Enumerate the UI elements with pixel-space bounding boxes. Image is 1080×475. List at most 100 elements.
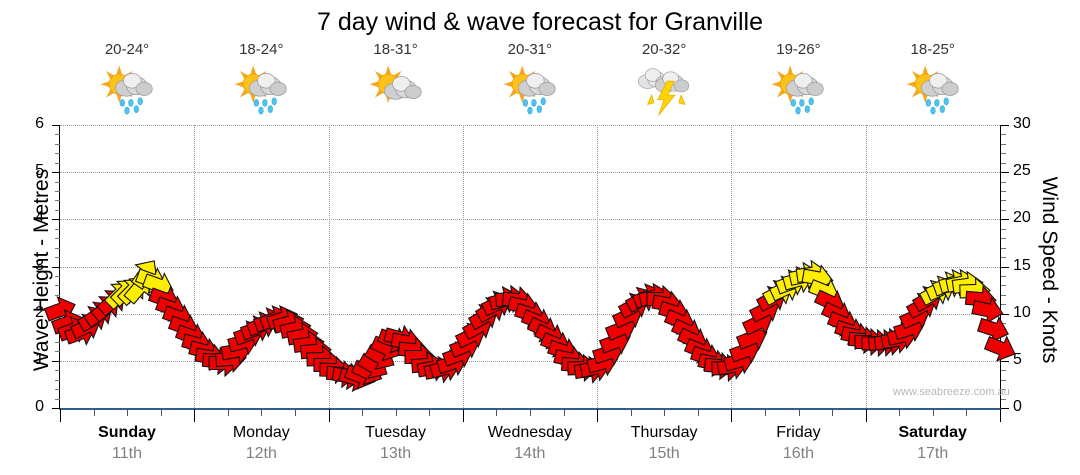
temperature-range: 18-31°: [373, 41, 418, 58]
right-tick-label: 20: [1013, 209, 1031, 227]
x-tick-day: [597, 409, 598, 422]
day-footer-monday: Monday 12th: [194, 423, 328, 465]
day-date: 13th: [379, 445, 412, 462]
gridline-day-divider: [462, 125, 464, 408]
right-tick-minor: [1001, 162, 1006, 164]
gridline-horizontal: [60, 125, 1000, 126]
right-tick-minor: [1001, 285, 1006, 287]
day-date: 11th: [112, 445, 142, 462]
sun-cloud-rain-icon: [494, 64, 566, 120]
left-tick-minor: [55, 398, 60, 400]
page-title: 7 day wind & wave forecast for Granville: [316, 8, 764, 36]
left-tick-minor: [55, 228, 60, 230]
x-tick-hour: [631, 409, 632, 416]
gridline-day-divider: [328, 125, 330, 408]
temperature-range: 20-31°: [507, 41, 553, 58]
gridline-horizontal: [60, 219, 1000, 221]
left-tick-minor: [55, 238, 60, 240]
day-header-wednesday: 20-31°: [463, 40, 597, 120]
right-tick-label: 0: [1013, 398, 1022, 415]
left-tick-label: 0: [35, 398, 44, 415]
x-tick-hour: [496, 409, 497, 416]
gridline-day-divider: [865, 125, 867, 408]
x-tick-day: [194, 409, 195, 422]
left-tick-minor: [55, 162, 60, 164]
right-tick-minor: [1001, 323, 1006, 325]
x-tick-day: [866, 409, 867, 422]
day-date: 12th: [245, 445, 277, 462]
right-tick-label: 10: [1013, 303, 1031, 321]
thunderstorm-icon: [628, 64, 700, 120]
x-tick-hour: [799, 409, 800, 416]
day-date: 14th: [514, 445, 546, 462]
day-footer-saturday: Saturday 17th: [866, 423, 1000, 465]
right-tick-minor: [1001, 294, 1006, 296]
right-tick-major: [1001, 360, 1009, 362]
right-tick-label: 15: [1013, 256, 1031, 274]
day-date: 15th: [648, 445, 680, 462]
right-tick-minor: [1001, 209, 1006, 211]
left-tick-minor: [55, 294, 60, 296]
day-date: 17th: [917, 445, 949, 462]
x-tick-hour: [362, 409, 363, 416]
day-footer-thursday: Thursday 15th: [597, 423, 731, 465]
x-tick-hour: [295, 409, 296, 416]
right-tick-label: 30: [1013, 115, 1031, 132]
left-tick-major: [52, 125, 60, 126]
right-tick-major: [1001, 266, 1009, 268]
right-axis-line: [1000, 125, 1001, 409]
right-tick-minor: [1001, 257, 1006, 259]
day-date: 16th: [782, 445, 814, 462]
right-tick-minor: [1001, 153, 1006, 155]
day-footer-wednesday: Wednesday 14th: [463, 423, 597, 465]
sun-cloud-rain-icon: [91, 64, 163, 120]
left-tick-minor: [55, 341, 60, 343]
left-tick-minor: [55, 191, 60, 193]
watermark: www.seabreeze.com.au: [893, 386, 1010, 398]
sun-cloud-rain-icon: [225, 64, 297, 120]
left-tick-minor: [55, 370, 60, 372]
right-tick-minor: [1001, 398, 1006, 400]
x-tick-day: [60, 409, 61, 422]
left-tick-minor: [55, 209, 60, 211]
right-tick-major: [1001, 219, 1009, 221]
left-tick-label: 5: [35, 162, 44, 180]
gridline-horizontal: [60, 172, 1000, 174]
gridline-horizontal: [60, 266, 1000, 268]
right-tick-minor: [1001, 370, 1006, 372]
right-tick-minor: [1001, 247, 1006, 249]
temperature-range: 18-24°: [239, 41, 284, 58]
left-tick-minor: [55, 200, 60, 202]
wind-arrow: [978, 325, 1022, 369]
right-tick-major: [1001, 408, 1009, 409]
x-tick-hour: [698, 409, 699, 416]
left-tick-minor: [55, 143, 60, 145]
left-tick-minor: [55, 134, 60, 136]
day-header-tuesday: 18-31°: [329, 40, 463, 120]
left-tick-minor: [55, 351, 60, 353]
x-tick-hour: [94, 409, 95, 416]
gridline-horizontal: [60, 360, 1000, 362]
day-footer-tuesday: Tuesday 13th: [329, 423, 463, 465]
day-header-saturday: 18-25°: [866, 40, 1000, 120]
day-name: Tuesday: [365, 424, 426, 441]
x-tick-hour: [832, 409, 833, 416]
day-header-thursday: 20-32°: [597, 40, 731, 120]
day-name: Sunday: [98, 424, 156, 441]
sun-cloud-rain-icon: [897, 64, 969, 120]
sun-cloud-icon: [360, 64, 432, 120]
x-tick-hour: [161, 409, 162, 416]
x-tick-hour: [429, 409, 430, 416]
x-tick-day: [463, 409, 464, 422]
day-name: Friday: [776, 424, 821, 441]
left-tick-major: [52, 360, 60, 362]
day-footer-sunday: Sunday 11th: [60, 423, 194, 465]
right-tick-minor: [1001, 379, 1006, 381]
right-tick-minor: [1001, 191, 1006, 193]
left-tick-major: [52, 172, 60, 174]
gridline-day-divider: [597, 125, 599, 408]
left-tick-label: 1: [35, 350, 44, 368]
x-tick-hour: [966, 409, 967, 416]
day-footer-friday: Friday 16th: [731, 423, 865, 465]
right-tick-label: 5: [1013, 350, 1022, 368]
